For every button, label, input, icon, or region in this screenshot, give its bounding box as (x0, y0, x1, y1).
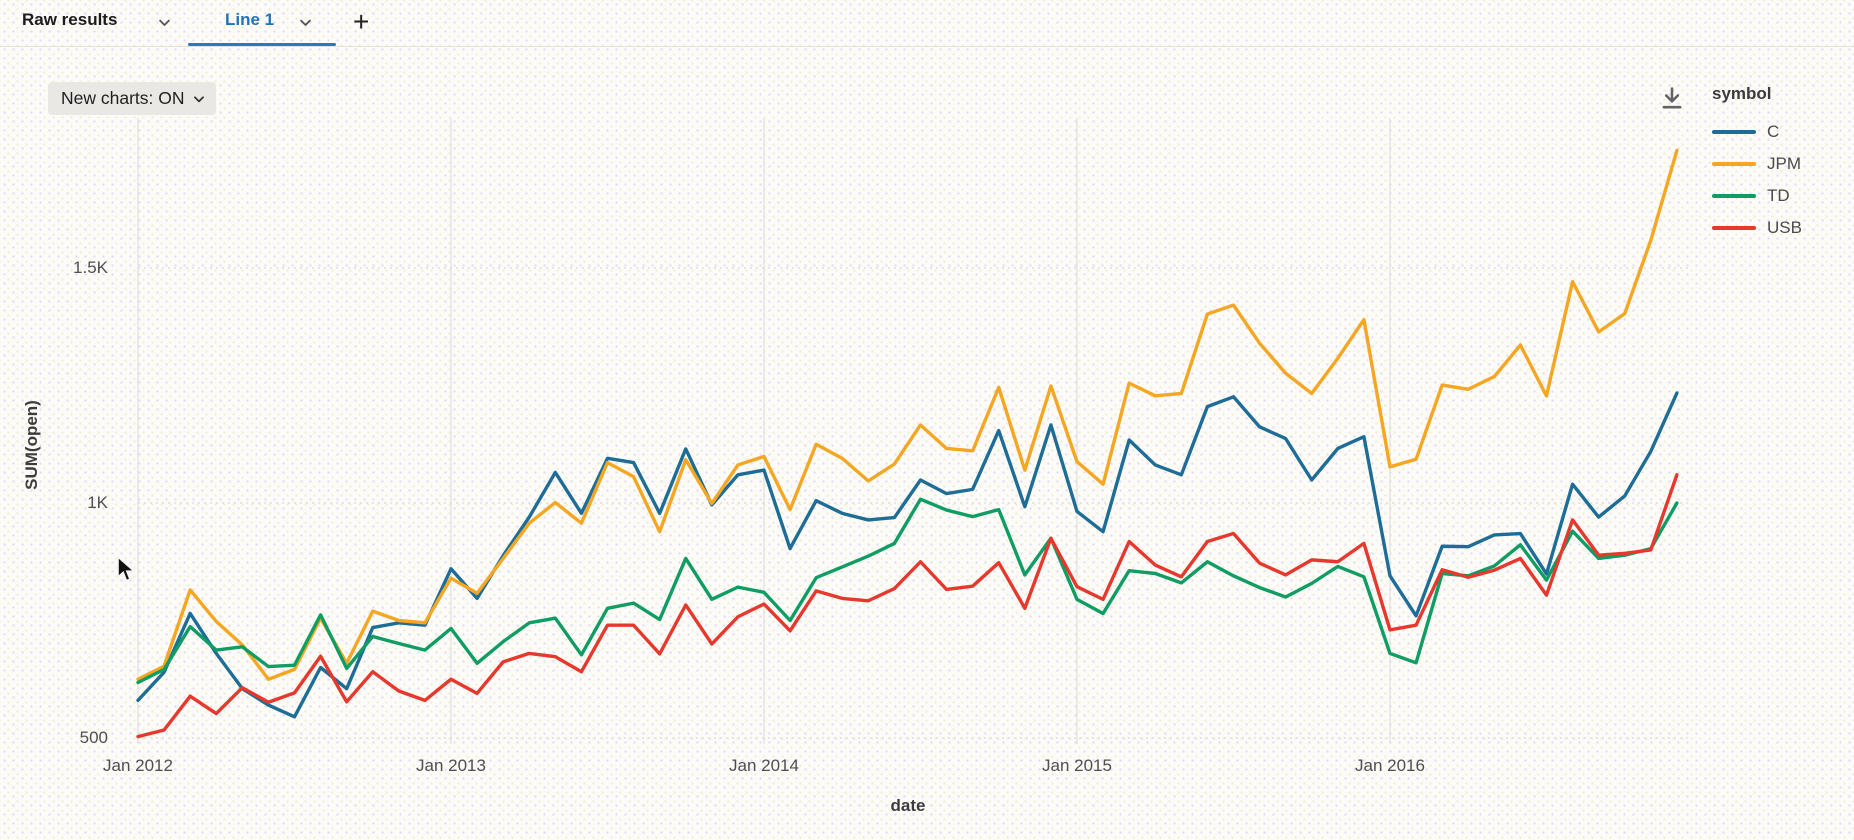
y-tick-label: 1.5K (73, 258, 108, 277)
legend-label: JPM (1767, 154, 1801, 173)
active-tab-underline (188, 43, 336, 46)
x-axis-title: date (890, 796, 926, 815)
x-tick-label: Jan 2016 (1354, 756, 1425, 775)
download-icon (1658, 85, 1686, 113)
new-charts-toggle[interactable]: New charts: ON (48, 82, 216, 115)
series-line-JPM[interactable] (136, 148, 1679, 681)
x-tick-label: Jan 2015 (1042, 756, 1112, 775)
series-line-TD[interactable] (136, 497, 1679, 685)
legend-swatch (1712, 194, 1756, 198)
legend-label: TD (1767, 186, 1790, 205)
legend-item-TD[interactable]: TD (1712, 180, 1852, 212)
download-chart-button[interactable] (1654, 82, 1690, 116)
y-tick-label: 1K (87, 493, 108, 512)
legend-title: symbol (1712, 84, 1772, 103)
legend-label: USB (1767, 218, 1802, 237)
tab-bar: Raw results Line 1 + (0, 0, 1854, 47)
legend-swatch (1712, 162, 1756, 166)
legend-item-JPM[interactable]: JPM (1712, 148, 1852, 180)
chevron-down-icon (192, 92, 206, 106)
y-axis-title: SUM(open) (22, 400, 41, 490)
legend-swatch (1712, 130, 1756, 134)
series-line-USB[interactable] (136, 473, 1679, 739)
y-tick-label: 500 (79, 728, 108, 747)
chart-legend: symbol C JPM TD USB (1712, 84, 1852, 244)
legend-item-C[interactable]: C (1712, 116, 1852, 148)
mouse-pointer-icon (115, 555, 139, 589)
x-tick-label: Jan 2014 (729, 756, 799, 775)
x-tick-label: Jan 2012 (103, 756, 173, 775)
chevron-down-icon[interactable] (298, 15, 313, 30)
new-charts-label: New charts: ON (61, 88, 185, 108)
add-chart-tab-button[interactable]: + (353, 6, 370, 37)
legend-label: C (1767, 122, 1780, 141)
legend-item-USB[interactable]: USB (1712, 212, 1852, 244)
tab-raw-results[interactable]: Raw results (22, 10, 118, 29)
x-tick-label: Jan 2013 (416, 756, 486, 775)
series-line-C[interactable] (136, 391, 1679, 719)
legend-items: C JPM TD USB (1712, 116, 1852, 244)
tab-line-1[interactable]: Line 1 (225, 10, 275, 29)
legend-swatch (1712, 226, 1756, 230)
chevron-down-icon[interactable] (157, 15, 172, 30)
